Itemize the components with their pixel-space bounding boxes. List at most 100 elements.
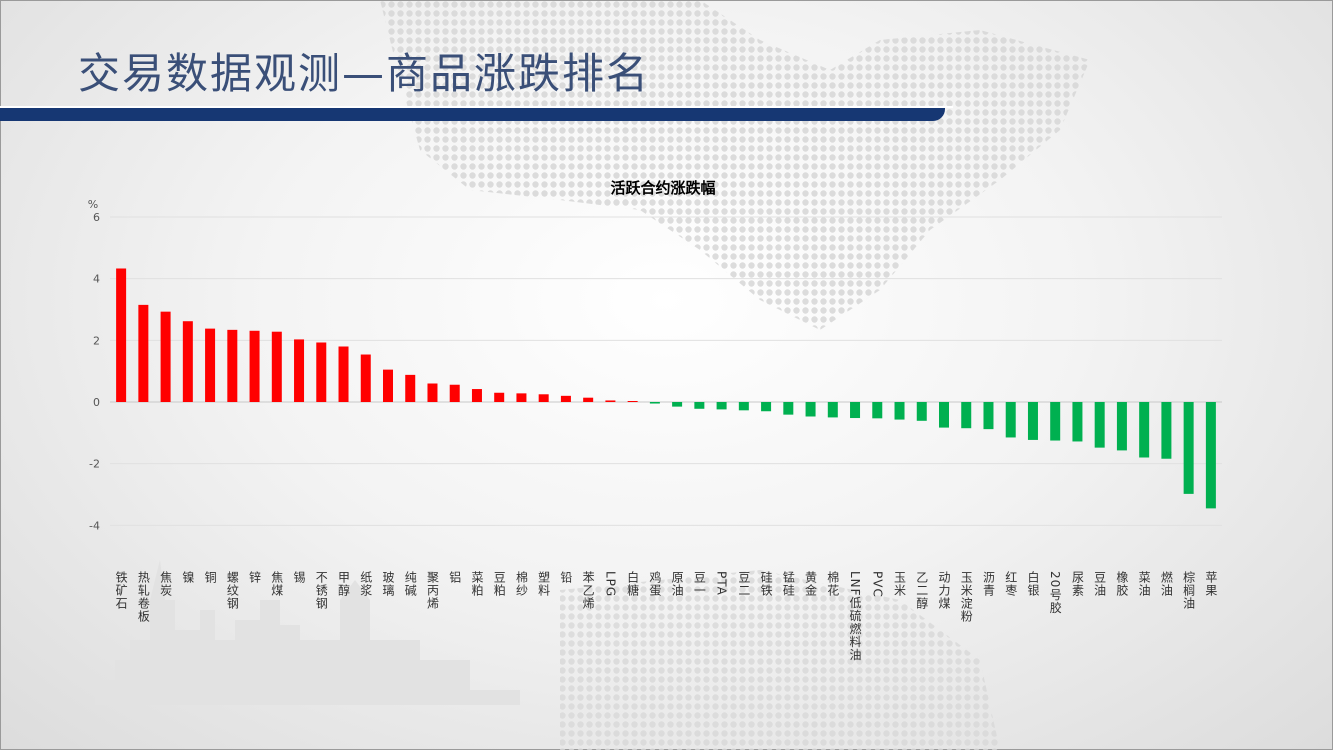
bar: [205, 328, 216, 402]
x-tick-label: 铅: [559, 571, 573, 584]
bar: [672, 402, 683, 407]
bar: [360, 354, 371, 402]
x-tick-label: 硅铁: [759, 571, 773, 597]
bar: [1050, 402, 1061, 441]
x-tick-label: 锌: [248, 571, 262, 584]
bar: [850, 402, 861, 419]
x-axis-labels: 铁矿石 热轧卷板 焦炭镍铜螺纹钢锌焦煤锡不锈钢 甲醇 纸浆 玻璃 纯碱 聚丙烯铝菜粕 豆粕 棉纱塑…: [114, 570, 1218, 662]
x-tick-label: 豆二: [737, 571, 751, 597]
bar: [1027, 402, 1038, 440]
x-tick-label: PTA: [715, 571, 729, 596]
bar: [761, 402, 772, 412]
x-tick-label: 鸡蛋: [648, 570, 662, 597]
bar: [783, 402, 794, 415]
bar: [1205, 402, 1216, 509]
bar: [538, 394, 549, 402]
y-axis-unit: %: [88, 198, 98, 211]
x-tick-label: 豆粕: [492, 571, 506, 597]
x-tick-label: 乙二醇: [915, 571, 929, 610]
x-tick-label: 动力煤: [937, 571, 951, 610]
x-tick-label: 菜粕: [470, 571, 484, 597]
bar: [405, 374, 416, 402]
x-tick-label: 沥青: [981, 571, 995, 597]
x-tick-label: 不锈钢: [314, 571, 328, 610]
bar: [916, 402, 927, 421]
y-tick-label: 6: [93, 211, 100, 224]
bar: [961, 402, 972, 429]
bar: [449, 384, 460, 402]
bar: [1116, 402, 1127, 451]
x-tick-label: 白糖: [626, 570, 640, 597]
world-map-silhouette: [380, 0, 1090, 330]
bar: [1139, 402, 1150, 458]
x-tick-label: 焦煤: [270, 571, 284, 597]
x-tick-label: 玉米: [893, 571, 907, 597]
bar: [560, 395, 571, 402]
bar: [227, 329, 238, 402]
x-tick-label: 尿素: [1070, 571, 1084, 597]
bar: [383, 369, 393, 402]
bar: [1161, 402, 1172, 459]
x-tick-label: 镍: [181, 571, 195, 584]
x-tick-label: 燃油: [1159, 570, 1173, 597]
x-tick-label: 豆一: [692, 571, 706, 597]
y-tick-label: -4: [89, 519, 100, 532]
bar: [160, 311, 171, 402]
bar: [116, 268, 127, 402]
bar: [427, 383, 438, 402]
bar: [694, 402, 705, 409]
bar: [872, 402, 883, 419]
bar: [805, 402, 816, 417]
bar: [983, 402, 994, 430]
x-tick-label: 纸浆: [359, 571, 373, 597]
x-tick-label: 苯乙烯: [581, 571, 595, 610]
bar: [138, 304, 149, 402]
bar: [827, 402, 838, 418]
bar: [316, 342, 327, 402]
y-tick-label: -2: [89, 458, 100, 471]
x-tick-label: 棉纱: [514, 571, 528, 597]
title-underline-highlight: [0, 106, 953, 108]
x-tick-label: 棕榈油: [1182, 570, 1196, 610]
x-tick-label: 锰硅: [781, 570, 795, 597]
x-tick-label: 玉米淀粉: [959, 571, 973, 623]
bar: [738, 402, 749, 411]
bar: [338, 346, 349, 402]
x-tick-label: 螺纹钢: [225, 571, 239, 610]
y-axis-ticks: -4 -2 0 2 4 6: [89, 211, 100, 532]
x-tick-label: 红枣: [1004, 570, 1018, 597]
x-tick-label: 白银: [1026, 570, 1040, 597]
x-tick-label: 锡: [292, 570, 306, 584]
bar: [1005, 402, 1016, 438]
bar: [494, 392, 505, 402]
bar: [605, 400, 616, 402]
bar: [1094, 402, 1105, 448]
bar: [249, 330, 260, 402]
y-tick-label: 2: [93, 334, 100, 347]
title-underline-bar: [0, 108, 945, 121]
bar: [939, 402, 949, 428]
bars: [116, 268, 1216, 509]
city-skyline: [95, 560, 520, 705]
x-tick-label: 豆油: [1093, 571, 1107, 597]
bar: [182, 321, 193, 402]
x-tick-label: 原油: [670, 571, 684, 597]
x-tick-label: 甲醇: [337, 571, 351, 597]
x-tick-label: 苹果: [1204, 571, 1218, 597]
x-tick-label: 铝: [448, 570, 462, 584]
bar: [516, 393, 527, 402]
bar: [894, 402, 905, 420]
map-lower-silhouette: [560, 570, 1000, 750]
x-tick-label: 20号胶: [1048, 571, 1062, 614]
x-tick-label: 黄金: [804, 571, 818, 597]
bar: [1183, 402, 1194, 494]
page-title: 交易数据观测—商品涨跌排名: [78, 49, 651, 98]
x-tick-label: 橡胶: [1115, 571, 1129, 597]
bar: [649, 402, 660, 404]
bar: [716, 402, 727, 410]
x-tick-label: 纯碱: [403, 571, 417, 597]
x-tick-label: 塑料: [537, 570, 551, 597]
y-tick-label: 0: [93, 396, 100, 409]
